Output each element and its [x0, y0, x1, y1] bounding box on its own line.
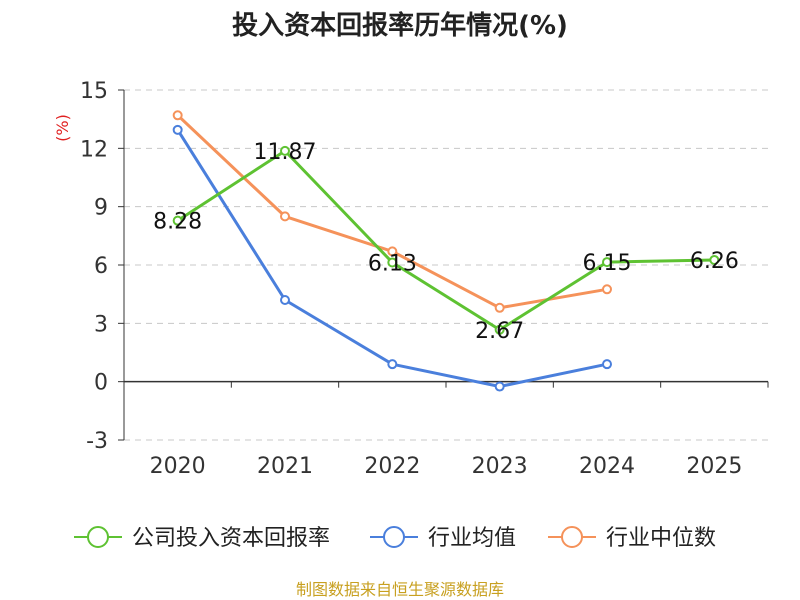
- x-tick-label: 2020: [150, 454, 206, 479]
- chart-title: 投入资本回报率历年情况(%): [232, 10, 568, 41]
- data-point: [172, 110, 183, 121]
- y-tick-label: -3: [86, 429, 108, 454]
- source-note: 制图数据来自恒生聚源数据库: [296, 580, 504, 599]
- y-tick-label: 6: [94, 254, 108, 279]
- data-point: [387, 359, 398, 370]
- series-line: [176, 114, 608, 310]
- series: [172, 110, 720, 392]
- x-tick-label: 2021: [257, 454, 313, 479]
- y-tick-label: 15: [80, 79, 108, 104]
- data-point: [280, 145, 290, 156]
- data-point: [602, 284, 612, 295]
- y-tick-label: 12: [80, 137, 108, 162]
- data-point: [172, 215, 183, 226]
- legend-marker-icon: [561, 526, 583, 548]
- legend-marker-icon: [383, 526, 405, 548]
- legend-marker-icon: [87, 526, 109, 548]
- data-label: 2.67: [475, 319, 524, 344]
- data-point: [172, 124, 183, 135]
- data-point: [602, 359, 612, 370]
- y-axis-label: (%): [53, 114, 72, 142]
- x-tick-label: 2023: [472, 454, 528, 479]
- data-point: [494, 381, 505, 392]
- series-line: [176, 149, 715, 332]
- data-label: 8.28: [153, 210, 202, 235]
- legend-item[interactable]: 行业中位数: [548, 526, 716, 551]
- y-tick-label: 3: [94, 312, 108, 337]
- legend: 公司投入资本回报率 行业均值 行业中位数: [74, 526, 716, 551]
- y-tick-label: 9: [94, 196, 108, 221]
- data-label: 6.13: [368, 251, 417, 276]
- data-point: [387, 257, 398, 268]
- data-label: 6.26: [690, 249, 739, 274]
- data-point: [387, 246, 398, 257]
- legend-item[interactable]: 公司投入资本回报率: [74, 526, 330, 551]
- data-label: 11.87: [254, 140, 317, 165]
- x-tick-label: 2025: [686, 454, 742, 479]
- grid: [124, 89, 768, 441]
- data-point: [494, 324, 505, 335]
- data-point: [494, 302, 505, 313]
- legend-item[interactable]: 行业均值: [370, 526, 516, 551]
- data-point: [280, 295, 290, 305]
- data-labels: 8.28 11.87 6.13 2.67 6.15 6.26: [153, 140, 739, 344]
- legend-label: 行业中位数: [606, 526, 716, 551]
- legend-label: 公司投入资本回报率: [132, 526, 330, 551]
- x-tick-label: 2024: [579, 454, 635, 479]
- data-point: [602, 257, 612, 268]
- data-point: [709, 254, 720, 265]
- data-point: [280, 211, 290, 222]
- x-tick-label: 2022: [364, 454, 420, 479]
- data-label: 6.15: [583, 251, 632, 276]
- y-tick-label: 0: [94, 371, 108, 396]
- legend-label: 行业均值: [428, 526, 516, 551]
- axes: 15 12 9 6 3 0 -3 2020 2021 2022 2023 2024 2025: [80, 79, 769, 479]
